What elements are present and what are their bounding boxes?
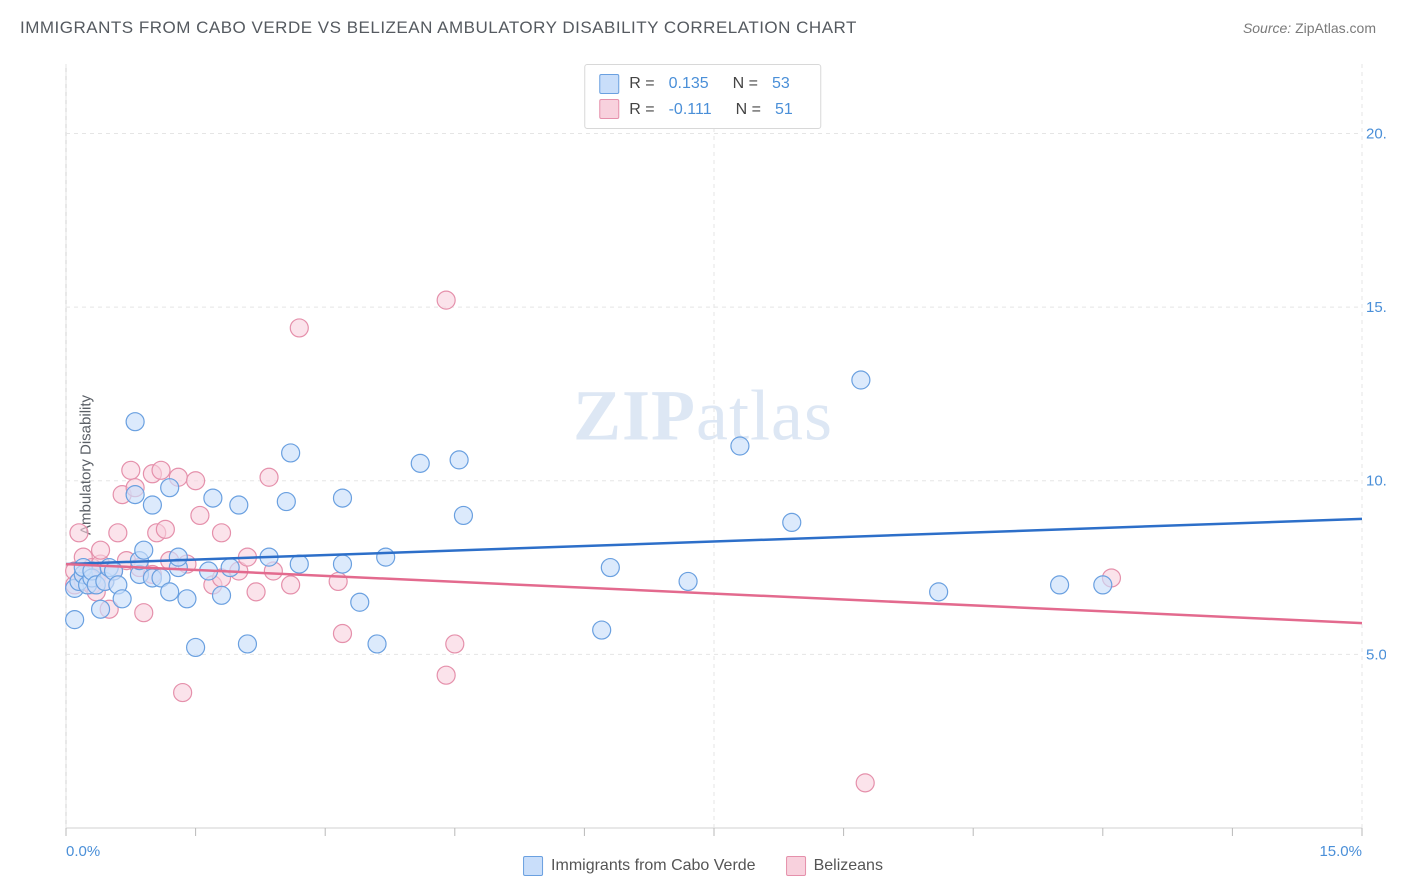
legend-label-r: R = — [629, 97, 654, 123]
legend-bottom-swatch-1 — [523, 856, 543, 876]
legend-bottom-label-2: Belizeans — [814, 857, 883, 875]
legend-r-value-2: -0.111 — [669, 97, 712, 123]
chart-title: IMMIGRANTS FROM CABO VERDE VS BELIZEAN A… — [20, 18, 857, 37]
legend-top-swatch-2 — [599, 99, 619, 119]
legend-bottom-swatch-2 — [786, 856, 806, 876]
legend-n-value-1: 53 — [772, 71, 790, 97]
legend-top-row-2: R = -0.111 N = 51 — [599, 97, 806, 123]
header: IMMIGRANTS FROM CABO VERDE VS BELIZEAN A… — [20, 18, 1386, 48]
legend-r-value-1: 0.135 — [669, 71, 709, 97]
legend-label-n: N = — [733, 71, 758, 97]
chart-svg: 5.0% 10.0% 15.0% 20.0% 0.0% 15.0% — [20, 58, 1386, 872]
svg-text:5.0%: 5.0% — [1366, 646, 1386, 663]
source-value: ZipAtlas.com — [1295, 20, 1376, 36]
legend-n-value-2: 51 — [775, 97, 793, 123]
legend-bottom: Immigrants from Cabo Verde Belizeans — [523, 856, 883, 876]
svg-text:10.0%: 10.0% — [1366, 473, 1386, 490]
legend-top: R = 0.135 N = 53 R = -0.111 N = 51 — [584, 64, 821, 129]
legend-top-swatch-1 — [599, 74, 619, 94]
svg-text:15.0%: 15.0% — [1319, 843, 1362, 860]
chart-container: Ambulatory Disability ZIPatlas 5.0%10.0%… — [20, 58, 1386, 872]
svg-text:15.0%: 15.0% — [1366, 299, 1386, 316]
legend-top-row-1: R = 0.135 N = 53 — [599, 71, 806, 97]
svg-text:0.0%: 0.0% — [66, 843, 100, 860]
source-label: Source: — [1243, 20, 1291, 36]
legend-bottom-item-1: Immigrants from Cabo Verde — [523, 856, 756, 876]
source: Source: ZipAtlas.com — [1243, 20, 1376, 36]
svg-text:20.0%: 20.0% — [1366, 125, 1386, 142]
legend-label-r: R = — [629, 71, 654, 97]
legend-label-n: N = — [736, 97, 761, 123]
legend-bottom-label-1: Immigrants from Cabo Verde — [551, 857, 756, 875]
legend-bottom-item-2: Belizeans — [786, 856, 883, 876]
